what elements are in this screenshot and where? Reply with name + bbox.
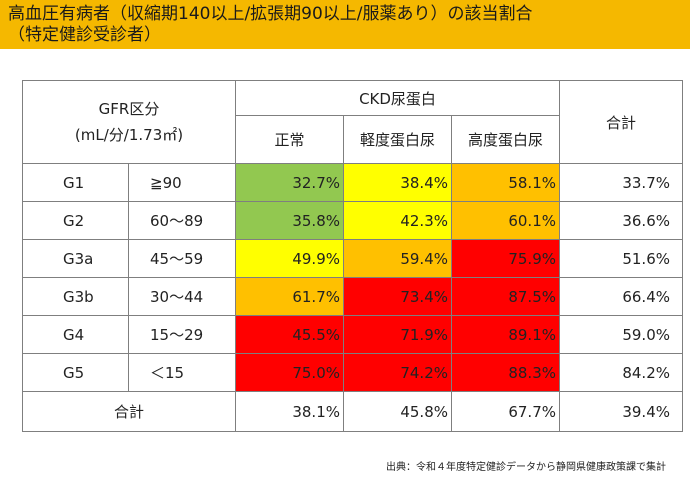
gfr-grade: G3a — [22, 239, 129, 278]
gfr-range: 30～44 — [128, 277, 236, 316]
value-cell: 87.5% — [451, 277, 560, 316]
page-subtitle: （特定健診受診者） — [8, 25, 161, 45]
column-total: 45.8% — [343, 391, 452, 432]
value-cell: 58.1% — [451, 163, 560, 202]
protein-level-severe: 高度蛋白尿 — [451, 115, 560, 164]
value-cell: 49.9% — [235, 239, 344, 278]
value-cell: 32.7% — [235, 163, 344, 202]
value-cell: 60.1% — [451, 201, 560, 240]
row-total: 66.4% — [559, 277, 683, 316]
table-row: G5 ＜15 75.0% 74.2% 88.3% 84.2% — [22, 353, 683, 392]
protein-level-mild: 軽度蛋白尿 — [343, 115, 452, 164]
gfr-grade: G3b — [22, 277, 129, 316]
table-row: G4 15～29 45.5% 71.9% 89.1% 59.0% — [22, 315, 683, 354]
gfr-range: 45～59 — [128, 239, 236, 278]
column-total: 38.1% — [235, 391, 344, 432]
value-cell: 75.0% — [235, 353, 344, 392]
value-cell: 45.5% — [235, 315, 344, 354]
row-total: 33.7% — [559, 163, 683, 202]
value-cell: 75.9% — [451, 239, 560, 278]
gfr-range: 60～89 — [128, 201, 236, 240]
value-cell: 59.4% — [343, 239, 452, 278]
page-title: 高血圧有病者（収縮期140以上/拡張期90以上/服薬あり）の該当割合 — [8, 4, 533, 24]
title-banner: 高血圧有病者（収縮期140以上/拡張期90以上/服薬あり）の該当割合 （特定健診… — [0, 0, 690, 49]
total-row-label: 合計 — [22, 391, 236, 432]
table-row: G1 ≧90 32.7% 38.4% 58.1% 33.7% — [22, 163, 683, 202]
gfr-grade: G1 — [22, 163, 129, 202]
protein-level-normal: 正常 — [235, 115, 344, 164]
gfr-grade: G2 — [22, 201, 129, 240]
value-cell: 61.7% — [235, 277, 344, 316]
row-total: 84.2% — [559, 353, 683, 392]
gfr-header: GFR区分 (mL/分/1.73㎡) — [22, 80, 236, 164]
gfr-grade: G4 — [22, 315, 129, 354]
table-row: G2 60～89 35.8% 42.3% 60.1% 36.6% — [22, 201, 683, 240]
column-total: 67.7% — [451, 391, 560, 432]
total-header: 合計 — [559, 80, 683, 164]
value-cell: 35.8% — [235, 201, 344, 240]
value-cell: 71.9% — [343, 315, 452, 354]
gfr-range: ≧90 — [128, 163, 236, 202]
source-note: 出典：令和４年度特定健診データから静岡県健康政策課で集計 — [386, 462, 666, 473]
value-cell: 74.2% — [343, 353, 452, 392]
total-row: 合計 38.1% 45.8% 67.7% 39.4% — [22, 391, 683, 432]
row-total: 51.6% — [559, 239, 683, 278]
value-cell: 38.4% — [343, 163, 452, 202]
gfr-grade: G5 — [22, 353, 129, 392]
value-cell: 42.3% — [343, 201, 452, 240]
row-total: 59.0% — [559, 315, 683, 354]
table-row: G3b 30～44 61.7% 73.4% 87.5% 66.4% — [22, 277, 683, 316]
value-cell: 73.4% — [343, 277, 452, 316]
gfr-range: 15～29 — [128, 315, 236, 354]
ckd-table: GFR区分 (mL/分/1.73㎡) CKD尿蛋白 合計 正常 軽度蛋白尿 高度… — [22, 80, 683, 432]
value-cell: 89.1% — [451, 315, 560, 354]
gfr-header-unit: (mL/分/1.73㎡) — [74, 126, 184, 144]
ckd-header: CKD尿蛋白 — [235, 80, 560, 116]
gfr-header-label: GFR区分 — [98, 100, 160, 118]
table-row: G3a 45～59 49.9% 59.4% 75.9% 51.6% — [22, 239, 683, 278]
row-total: 36.6% — [559, 201, 683, 240]
value-cell: 88.3% — [451, 353, 560, 392]
gfr-range: ＜15 — [128, 353, 236, 392]
grand-total: 39.4% — [559, 391, 683, 432]
